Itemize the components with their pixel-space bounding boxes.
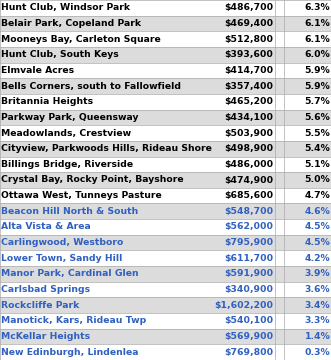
Text: Manor Park, Cardinal Glen: Manor Park, Cardinal Glen: [1, 269, 139, 278]
Text: Alta Vista & Area: Alta Vista & Area: [1, 222, 91, 231]
Bar: [0, 235, 331, 251]
Text: McKellar Heights: McKellar Heights: [1, 332, 90, 341]
Text: Hunt Club, South Keys: Hunt Club, South Keys: [1, 50, 119, 59]
Text: Crystal Bay, Rocky Point, Bayshore: Crystal Bay, Rocky Point, Bayshore: [1, 175, 184, 184]
Text: $340,900: $340,900: [224, 285, 273, 294]
Bar: [0, 329, 331, 345]
Text: 5.7%: 5.7%: [305, 97, 330, 106]
Text: $611,700: $611,700: [224, 254, 273, 263]
Text: $465,200: $465,200: [224, 97, 273, 106]
Text: Hunt Club, Windsor Park: Hunt Club, Windsor Park: [1, 3, 130, 12]
Bar: [0, 313, 331, 329]
Text: $393,600: $393,600: [224, 50, 273, 59]
Text: New Edinburgh, Lindenlea: New Edinburgh, Lindenlea: [1, 348, 139, 357]
Text: 5.1%: 5.1%: [305, 160, 330, 169]
Bar: [0, 157, 331, 172]
Text: Meadowlands, Crestview: Meadowlands, Crestview: [1, 129, 131, 138]
Bar: [0, 31, 331, 47]
Text: Beacon Hill North & South: Beacon Hill North & South: [1, 207, 139, 216]
Text: Britannia Heights: Britannia Heights: [1, 97, 93, 106]
Bar: [0, 251, 331, 266]
Text: $591,900: $591,900: [224, 269, 273, 278]
Text: Elmvale Acres: Elmvale Acres: [1, 66, 74, 75]
Text: Parkway Park, Queensway: Parkway Park, Queensway: [1, 113, 139, 122]
Text: $434,100: $434,100: [224, 113, 273, 122]
Text: 6.0%: 6.0%: [305, 50, 330, 59]
Text: 6.1%: 6.1%: [305, 35, 330, 44]
Text: 4.6%: 4.6%: [305, 207, 330, 216]
Text: 5.6%: 5.6%: [305, 113, 330, 122]
Text: 5.9%: 5.9%: [305, 82, 330, 91]
Text: $795,900: $795,900: [224, 238, 273, 247]
Bar: [0, 172, 331, 188]
Text: 4.2%: 4.2%: [305, 254, 330, 263]
Text: 3.6%: 3.6%: [305, 285, 330, 294]
Text: 5.4%: 5.4%: [305, 144, 330, 153]
Bar: [0, 188, 331, 203]
Text: $503,900: $503,900: [224, 129, 273, 138]
Text: $474,900: $474,900: [224, 175, 273, 184]
Text: $486,700: $486,700: [224, 3, 273, 12]
Text: Rockcliffe Park: Rockcliffe Park: [1, 301, 80, 310]
Bar: [0, 78, 331, 94]
Bar: [0, 125, 331, 141]
Text: $569,900: $569,900: [224, 332, 273, 341]
Text: 5.0%: 5.0%: [305, 175, 330, 184]
Text: $414,700: $414,700: [224, 66, 273, 75]
Text: 1.4%: 1.4%: [305, 332, 330, 341]
Text: Manotick, Kars, Rideau Twp: Manotick, Kars, Rideau Twp: [1, 316, 147, 325]
Bar: [0, 203, 331, 219]
Bar: [0, 297, 331, 313]
Text: $357,400: $357,400: [224, 82, 273, 91]
Text: Carlsbad Springs: Carlsbad Springs: [1, 285, 90, 294]
Bar: [0, 15, 331, 31]
Bar: [0, 109, 331, 125]
Text: Cityview, Parkwoods Hills, Rideau Shore: Cityview, Parkwoods Hills, Rideau Shore: [1, 144, 212, 153]
Text: Ottawa West, Tunneys Pasture: Ottawa West, Tunneys Pasture: [1, 191, 162, 200]
Text: Lower Town, Sandy Hill: Lower Town, Sandy Hill: [1, 254, 123, 263]
Text: 4.5%: 4.5%: [305, 222, 330, 231]
Text: 3.4%: 3.4%: [305, 301, 330, 310]
Text: 0.3%: 0.3%: [305, 348, 330, 357]
Bar: [0, 94, 331, 109]
Text: 4.7%: 4.7%: [305, 191, 330, 200]
Text: 3.9%: 3.9%: [305, 269, 330, 278]
Text: 5.9%: 5.9%: [305, 66, 330, 75]
Text: $548,700: $548,700: [224, 207, 273, 216]
Text: Billings Bridge, Riverside: Billings Bridge, Riverside: [1, 160, 133, 169]
Text: Belair Park, Copeland Park: Belair Park, Copeland Park: [1, 19, 141, 28]
Text: 3.3%: 3.3%: [305, 316, 330, 325]
Bar: [0, 47, 331, 63]
Text: $498,900: $498,900: [224, 144, 273, 153]
Text: 4.5%: 4.5%: [305, 238, 330, 247]
Text: Bells Corners, south to Fallowfield: Bells Corners, south to Fallowfield: [1, 82, 181, 91]
Text: Carlingwood, Westboro: Carlingwood, Westboro: [1, 238, 124, 247]
Text: $1,602,200: $1,602,200: [214, 301, 273, 310]
Text: $540,100: $540,100: [224, 316, 273, 325]
Text: Mooneys Bay, Carleton Square: Mooneys Bay, Carleton Square: [1, 35, 161, 44]
Text: 6.1%: 6.1%: [305, 19, 330, 28]
Bar: [0, 282, 331, 297]
Text: $512,800: $512,800: [224, 35, 273, 44]
Text: $469,400: $469,400: [224, 19, 273, 28]
Text: $685,600: $685,600: [224, 191, 273, 200]
Text: 6.3%: 6.3%: [305, 3, 330, 12]
Bar: [0, 219, 331, 235]
Bar: [0, 266, 331, 282]
Bar: [0, 141, 331, 157]
Text: 5.5%: 5.5%: [305, 129, 330, 138]
Text: $486,000: $486,000: [224, 160, 273, 169]
Text: $769,800: $769,800: [224, 348, 273, 357]
Text: $562,000: $562,000: [224, 222, 273, 231]
Bar: [0, 63, 331, 78]
Bar: [0, 345, 331, 360]
Bar: [0, 0, 331, 15]
